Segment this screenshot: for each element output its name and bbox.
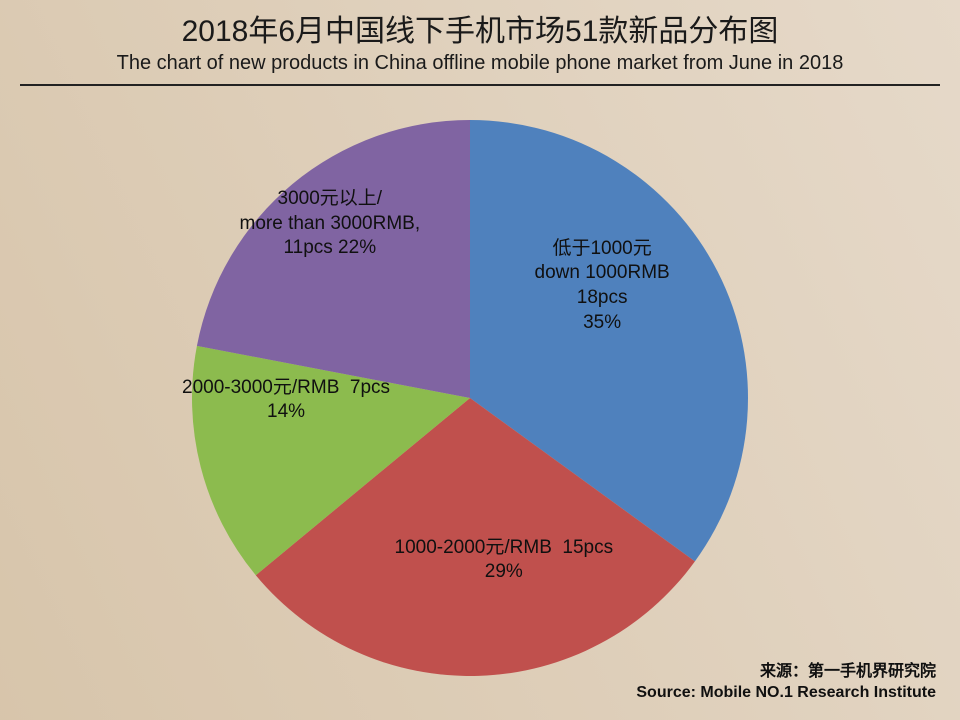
pie-chart xyxy=(0,0,960,720)
pie-slice-label-2: 2000-3000元/RMB 7pcs 14% xyxy=(182,376,390,425)
source-cn: 来源：第一手机界研究院 xyxy=(636,661,936,683)
pie-slice-label-1: 1000-2000元/RMB 15pcs 29% xyxy=(395,536,614,585)
pie-slice-label-3: 3000元以上/ more than 3000RMB, 11pcs 22% xyxy=(240,187,421,261)
source-en: Source: Mobile NO.1 Research Institute xyxy=(636,682,936,704)
source-block: 来源：第一手机界研究院 Source: Mobile NO.1 Research… xyxy=(636,661,936,704)
pie-slice-label-0: 低于1000元 down 1000RMB 18pcs 35% xyxy=(535,237,670,336)
